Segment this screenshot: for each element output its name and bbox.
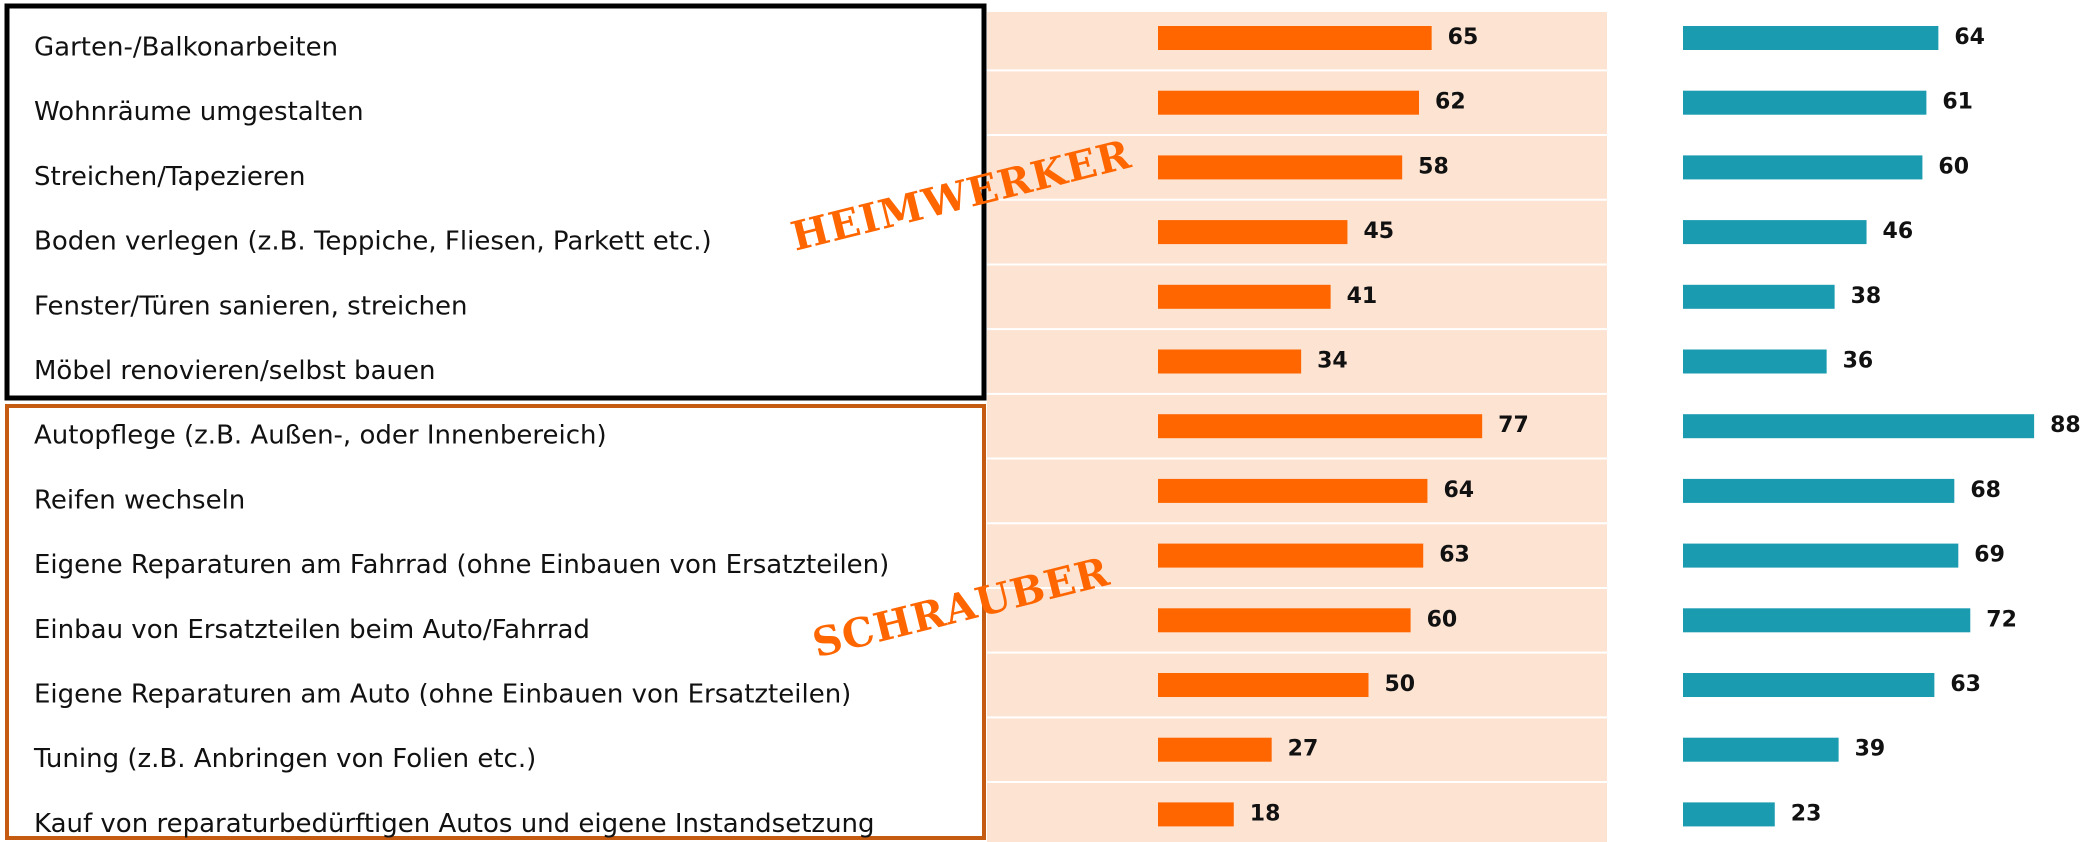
bar	[1158, 284, 1331, 309]
category-label: Garten-/Balkonarbeiten	[34, 33, 338, 63]
bar	[1683, 155, 1923, 180]
value-label: 63	[1439, 543, 1470, 568]
category-label: Eigene Reparaturen am Fahrrad (ohne Einb…	[34, 550, 889, 580]
value-label: 65	[1448, 25, 1479, 50]
bar	[1683, 26, 1939, 50]
bar	[1158, 608, 1411, 633]
category-label: Tuning (z.B. Anbringen von Folien etc.)	[33, 744, 536, 774]
bar	[1683, 220, 1867, 245]
bar	[1683, 737, 1839, 762]
bar	[1683, 802, 1775, 827]
bar	[1683, 414, 2035, 439]
bar	[1158, 26, 1432, 50]
bar	[1158, 220, 1348, 245]
value-label: 77	[1498, 413, 1529, 438]
category-label: Eigene Reparaturen am Auto (ohne Einbaue…	[34, 680, 851, 710]
bar	[1683, 673, 1935, 697]
bar	[1683, 543, 1959, 568]
value-label: 72	[1986, 607, 2017, 632]
value-label: 38	[1851, 284, 1882, 309]
bar	[1158, 543, 1424, 568]
value-label: 61	[1942, 90, 1973, 115]
value-label: 69	[1974, 543, 2005, 568]
bar	[1683, 608, 1971, 633]
value-label: 62	[1435, 90, 1466, 115]
category-label: Möbel renovieren/selbst bauen	[34, 356, 435, 386]
category-label: Kauf von reparaturbedürftigen Autos und …	[34, 809, 875, 839]
value-label: 34	[1317, 349, 1348, 374]
category-label: Streichen/Tapezieren	[34, 162, 306, 192]
value-label: 18	[1250, 801, 1281, 826]
value-label: 50	[1385, 672, 1416, 697]
value-label: 27	[1288, 737, 1319, 762]
value-label: 58	[1418, 154, 1449, 179]
bar	[1158, 155, 1403, 180]
value-label: 68	[1970, 478, 2001, 503]
value-label: 45	[1363, 219, 1394, 244]
bar	[1158, 349, 1302, 374]
bar	[1683, 284, 1835, 309]
category-label: Reifen wechseln	[34, 485, 245, 515]
value-label: 46	[1883, 219, 1914, 244]
category-label: Fenster/Türen sanieren, streichen	[34, 291, 467, 321]
category-label: Wohnräume umgestalten	[34, 97, 364, 127]
value-label: 41	[1347, 284, 1378, 309]
value-label: 36	[1843, 349, 1874, 374]
bar	[1158, 737, 1272, 762]
category-label: Autopflege (z.B. Außen-, oder Innenberei…	[34, 421, 607, 451]
value-label: 63	[1950, 672, 1981, 697]
value-label: 60	[1427, 607, 1458, 632]
bar	[1683, 478, 1955, 503]
group-box	[4, 3, 987, 401]
value-label: 64	[1443, 478, 1474, 503]
value-label: 23	[1791, 801, 1822, 826]
bar	[1158, 802, 1234, 827]
category-label: Einbau von Ersatzteilen beim Auto/Fahrra…	[34, 615, 590, 645]
bar	[1683, 349, 1827, 374]
value-label: 88	[2050, 413, 2081, 438]
bar	[1683, 90, 1927, 115]
bar	[1158, 478, 1428, 503]
bar	[1158, 673, 1369, 697]
value-label: 60	[1938, 154, 1969, 179]
category-label: Boden verlegen (z.B. Teppiche, Fliesen, …	[34, 227, 712, 257]
bar	[1158, 414, 1483, 439]
bar	[1158, 90, 1420, 115]
value-label: 64	[1954, 25, 1985, 50]
group-box	[5, 404, 986, 840]
value-label: 39	[1855, 737, 1886, 762]
